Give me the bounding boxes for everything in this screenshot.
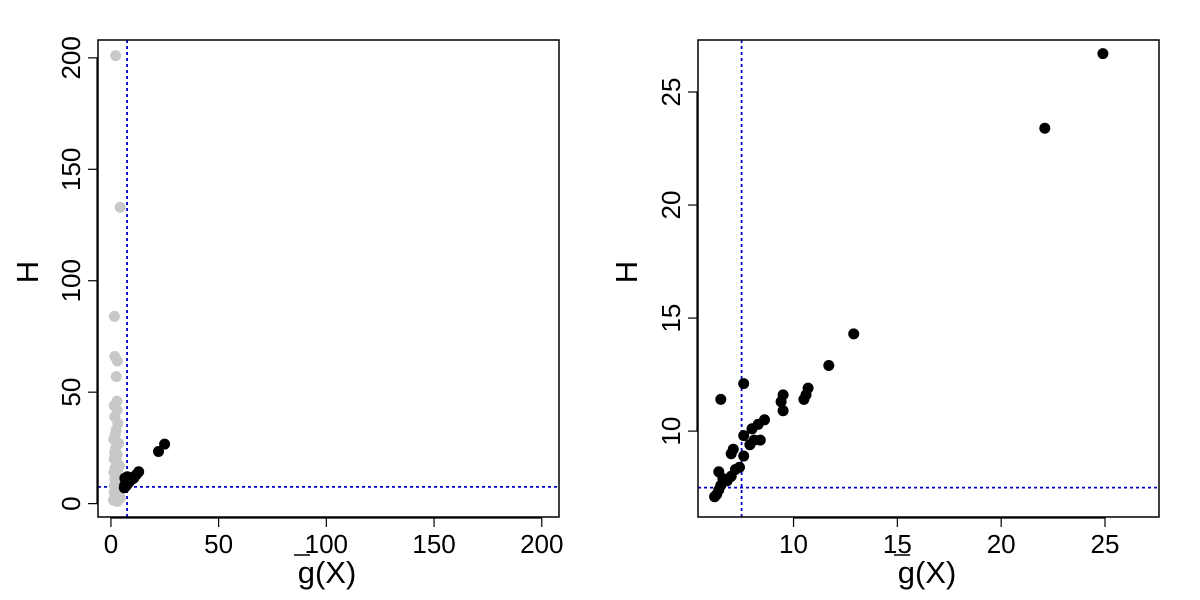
y-tick-label: 20 xyxy=(656,191,686,220)
x-axis: 0 50 100 150 200 xyxy=(104,517,563,559)
data-point-s0-39 xyxy=(111,495,123,507)
data-point-s0-7 xyxy=(713,466,725,478)
scatter-panel-left: 0 50 100 150 200 0 50 100 150 200 g(X) H xyxy=(10,36,563,590)
data-points xyxy=(108,50,171,507)
x-tick-label: 200 xyxy=(520,529,563,559)
y-tick-label: 150 xyxy=(56,148,86,191)
y-axis-title-text: H xyxy=(10,261,45,283)
y-axis: 0 50 100 150 200 xyxy=(56,36,98,511)
reference-lines xyxy=(698,40,1159,517)
data-point-s1-30 xyxy=(153,446,164,457)
data-point-s0-16 xyxy=(738,430,750,442)
data-point-s0-25 xyxy=(802,382,814,394)
data-point-s0-29 xyxy=(848,328,860,340)
x-axis-title-text: g(X) xyxy=(898,555,957,590)
data-point-s0-9 xyxy=(734,461,745,473)
data-point-s0-12 xyxy=(727,443,739,455)
data-point-s0-28 xyxy=(823,360,835,371)
data-point-s1-31 xyxy=(159,438,171,450)
y-tick-label: 15 xyxy=(656,304,686,333)
data-point-s0-20 xyxy=(777,405,789,417)
plot-frame xyxy=(97,39,560,518)
y-tick-label: 100 xyxy=(56,259,86,302)
data-point-s1-29 xyxy=(133,466,145,478)
y-tick-label: 200 xyxy=(56,36,86,79)
data-point-s0-26 xyxy=(715,393,727,405)
data-point-s0-2 xyxy=(108,310,120,322)
x-tick-label: 0 xyxy=(104,529,118,559)
y-axis-title-text: H xyxy=(609,261,644,283)
y-axis: 10 15 20 25 xyxy=(656,78,698,446)
x-tick-label: 20 xyxy=(987,529,1016,559)
data-point-s0-15 xyxy=(754,434,766,446)
data-point-s0-5 xyxy=(110,371,122,383)
x-tick-label: 100 xyxy=(305,529,348,559)
data-points xyxy=(709,48,1109,503)
y-axis-title: H xyxy=(10,261,45,283)
x-tick-label: 10 xyxy=(779,529,808,559)
x-tick-label: 25 xyxy=(1091,529,1120,559)
data-point-s0-10 xyxy=(738,450,750,462)
data-point-s0-0 xyxy=(110,50,122,62)
x-axis-title: g(X) xyxy=(898,555,957,590)
data-point-s0-27 xyxy=(738,378,750,390)
data-point-s0-22 xyxy=(777,389,789,401)
data-point-s0-30 xyxy=(1039,122,1051,134)
data-point-s0-31 xyxy=(1097,48,1109,60)
scatter-panel-right: 10 15 20 25 10 15 20 25 g(X) H xyxy=(609,39,1160,590)
data-point-s0-1 xyxy=(114,201,126,213)
data-point-s0-19 xyxy=(759,414,770,426)
data-point-s0-4 xyxy=(111,355,123,367)
x-tick-label: 15 xyxy=(883,529,912,559)
data-point-s1-27 xyxy=(121,471,133,483)
y-tick-label: 0 xyxy=(56,496,86,510)
x-axis: 10 15 20 25 xyxy=(779,517,1119,559)
x-axis-title: g(X) xyxy=(298,555,357,590)
y-tick-label: 25 xyxy=(656,78,686,107)
y-tick-label: 10 xyxy=(656,417,686,446)
x-tick-label: 150 xyxy=(412,529,455,559)
reference-lines xyxy=(98,40,559,517)
y-axis-title: H xyxy=(609,261,644,283)
y-tick-label: 50 xyxy=(56,378,86,407)
plot-frame xyxy=(697,39,1160,518)
x-tick-label: 50 xyxy=(204,529,233,559)
x-axis-title-text: g(X) xyxy=(298,555,357,590)
